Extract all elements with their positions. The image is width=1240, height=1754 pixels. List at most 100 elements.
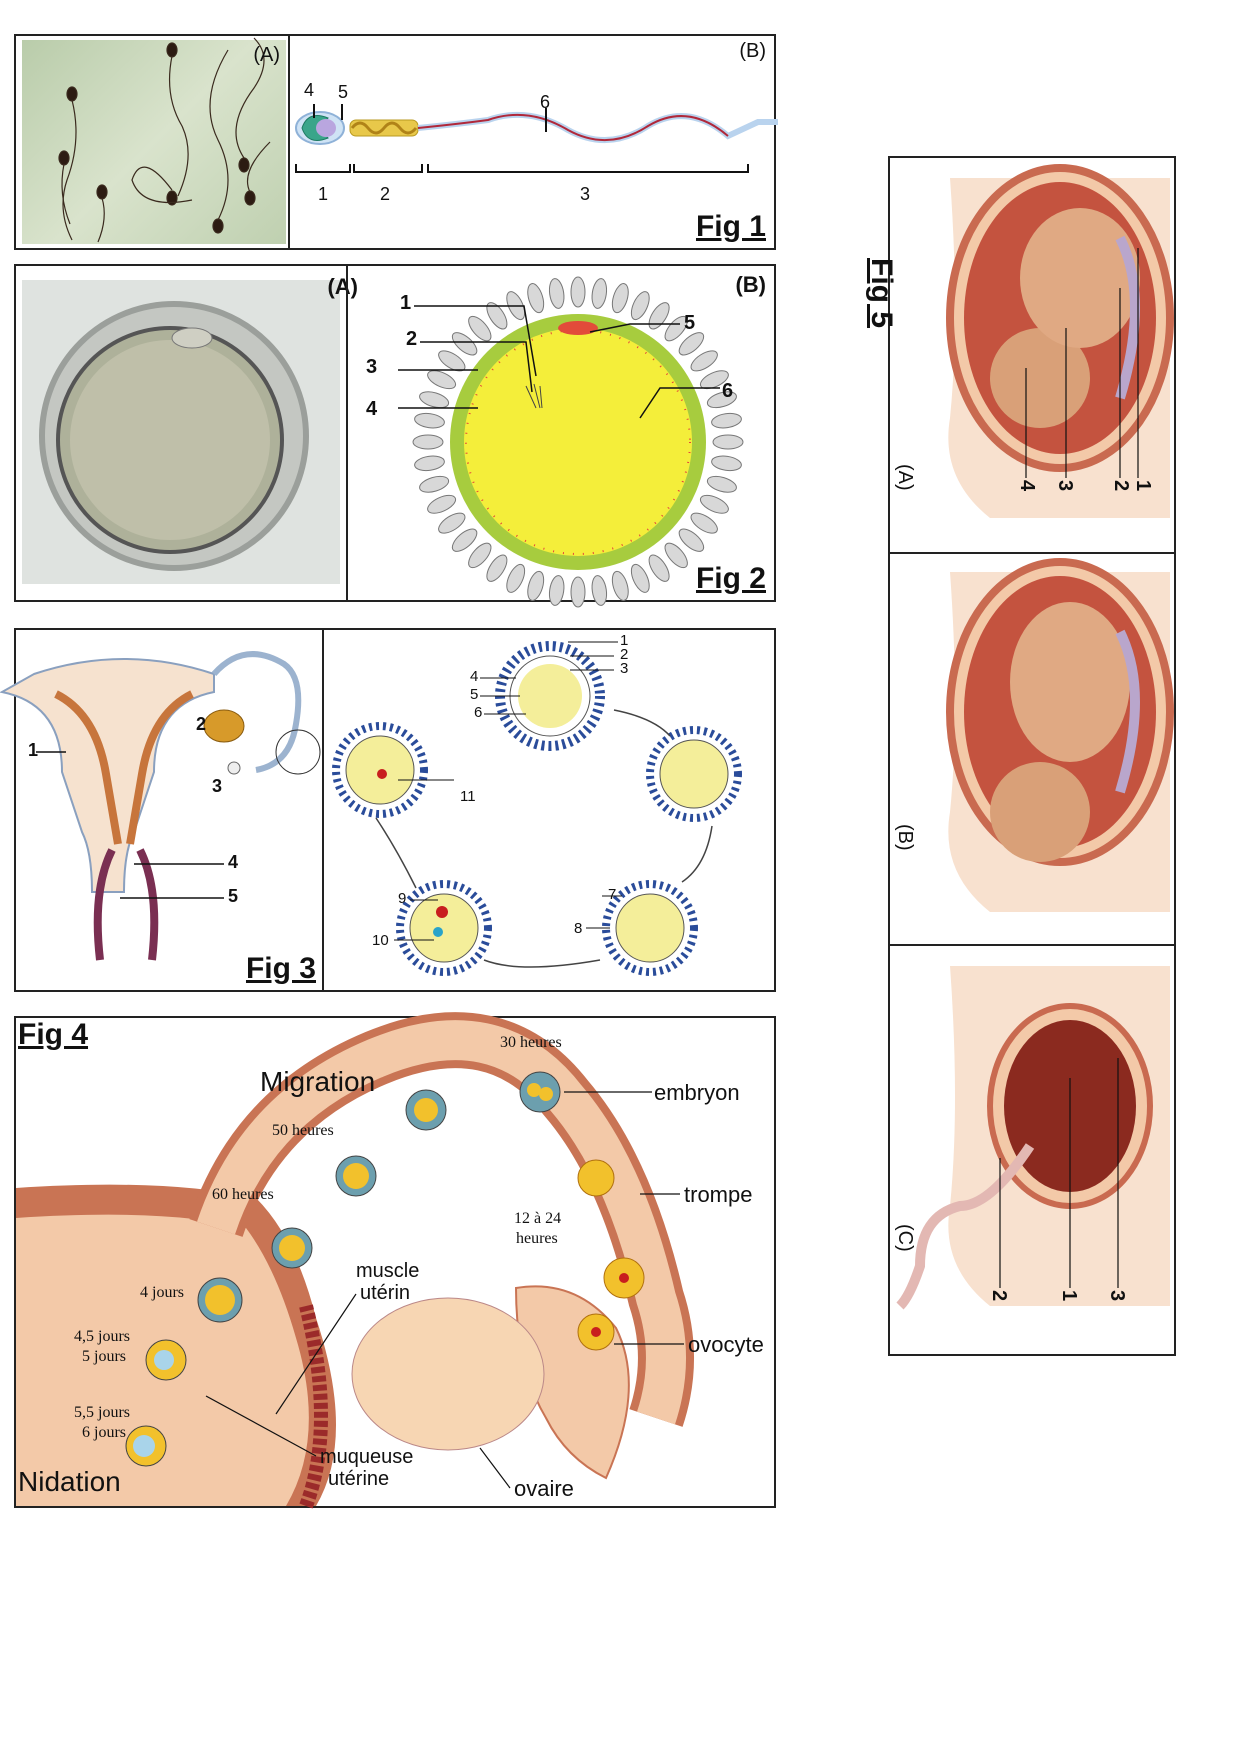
- fig3-title: Fig 3: [245, 952, 316, 985]
- fig5-c-num-1: 1: [1058, 1290, 1080, 1302]
- fig4-45jours: 4,5 jours: [74, 1328, 130, 1345]
- fig3-left-num-5: 5: [228, 886, 239, 906]
- corona-cell: [699, 494, 729, 514]
- fig5-b-label: (B): [894, 824, 916, 851]
- fig1-num-3: 3: [580, 184, 591, 204]
- corona-cell: [548, 575, 565, 606]
- fig3-right-num-3: 3: [620, 660, 629, 677]
- migration-cells: [125, 1071, 645, 1467]
- fig1-b-label: (B): [739, 40, 766, 62]
- corona-cell: [706, 475, 737, 493]
- fig1-sperm-diagram: (B) 4 5 6 1 2 3 Fig 1: [292, 36, 778, 248]
- fig5-a-num-2: 2: [1110, 480, 1132, 492]
- fig1-photo-label: (A): [253, 44, 280, 66]
- fig4-nidation: Nidation: [18, 1466, 121, 1497]
- fig3-right-num-7: 7: [608, 886, 617, 903]
- cycle-cell-5: [332, 722, 428, 818]
- corona-cell: [414, 455, 445, 472]
- fig2-title: Fig 2: [695, 562, 766, 595]
- fig2-oocyte-diagram: (B) 1 2 3 4 5 6 Fig 2: [350, 266, 774, 608]
- corona-cell: [438, 350, 466, 372]
- fig4-ovaire: ovaire: [514, 1476, 574, 1501]
- fig2-num-5: 5: [684, 312, 696, 334]
- corona-cell: [678, 332, 705, 356]
- fertilization-cycle-drawing: [332, 641, 742, 976]
- corona-cell: [468, 315, 492, 342]
- fig3-right-num-8: 8: [574, 920, 583, 937]
- fig3-right-num-11: 11: [460, 788, 476, 805]
- fig4-30h: 30 heures: [500, 1034, 562, 1051]
- fig5-c-num-3: 3: [1106, 1290, 1128, 1302]
- corona-cell: [412, 434, 444, 450]
- fig2-photo-label: (A): [327, 274, 358, 299]
- fig4-55jours: 5,5 jours: [74, 1404, 130, 1421]
- corona-cell: [427, 494, 457, 514]
- fig5-panel: Fig 5 (A) (B) (C) 1 2 3 4 2 1 3: [865, 156, 1176, 1356]
- fig4-ovocyte: ovocyte: [688, 1332, 764, 1357]
- fig4-title: Fig 4: [18, 1018, 89, 1051]
- fig4-5jours: 5 jours: [82, 1348, 126, 1365]
- fig4-uterin: utérin: [360, 1282, 411, 1304]
- fig3-right-num-1: 1: [620, 632, 629, 649]
- fig5-title: Fig 5: [865, 258, 898, 329]
- fig4-50h: 50 heures: [272, 1122, 334, 1139]
- corona-cell: [630, 291, 650, 321]
- corona-cell: [706, 391, 737, 409]
- corona-cell: [711, 412, 742, 429]
- fig4-60h: 60 heures: [212, 1186, 274, 1203]
- fig4-uterine: utérine: [328, 1468, 390, 1490]
- oocyte-photo-drawing: [39, 301, 309, 571]
- fig3-left-num-1: 1: [28, 740, 39, 760]
- corona-cell: [570, 276, 586, 308]
- corona-cell: [591, 278, 608, 309]
- fig2-num-6: 6: [722, 380, 734, 402]
- migration-nidation-drawing: [16, 1012, 694, 1509]
- fig2-num-2: 2: [406, 328, 418, 350]
- fig3-right-num-4: 4: [470, 668, 479, 685]
- corona-cell: [699, 370, 729, 390]
- corona-cell: [527, 283, 545, 314]
- fig1-num-4: 4: [304, 80, 315, 100]
- fig1-panel: (A) (B) 4 5 6 1 2 3 Fig 1: [14, 34, 778, 250]
- fig4-12-24: 12 à 24: [514, 1210, 562, 1227]
- fig1-title: Fig 1: [695, 210, 766, 243]
- sperm-schematic: [295, 104, 778, 173]
- corona-cell: [712, 434, 744, 450]
- fig4-12-24-heures: heures: [516, 1230, 558, 1247]
- fig1-num-2: 2: [380, 184, 391, 204]
- fig3-right-num-5: 5: [470, 686, 479, 703]
- fig3-right-num-10: 10: [372, 932, 389, 949]
- corona-cell: [451, 332, 478, 356]
- fig3-left-num-4: 4: [228, 852, 239, 872]
- corona-cell: [591, 575, 608, 606]
- fig3-fertilization-cycle: 1 2 3 4 5 6 7 8 9 10 11: [324, 630, 774, 990]
- fig5-divider-1: [890, 552, 1174, 554]
- fig4-trompe: trompe: [684, 1182, 753, 1207]
- fig3-left-num-2: 2: [196, 714, 207, 734]
- fig4-embryon: embryon: [654, 1080, 740, 1105]
- corona-cell: [527, 570, 545, 601]
- corona-cell: [438, 512, 466, 534]
- fig5-a-num-3: 3: [1054, 480, 1076, 492]
- corona-cell: [690, 350, 718, 372]
- tract-drawing: [0, 651, 321, 961]
- oocyte-schematic: [398, 276, 744, 608]
- fig3-right-num-6: 6: [474, 704, 483, 721]
- fig5-a-num-4: 4: [1016, 480, 1038, 492]
- cycle-cell-3: [602, 880, 698, 976]
- corona-cell: [419, 391, 450, 409]
- pregnancy-c: [896, 966, 1170, 1310]
- corona-cell: [486, 302, 508, 330]
- fig3-panel: 1 2 3 4 5 Fig 3 1 2 3 4 5 6 7 8 9 10 11: [0, 628, 776, 992]
- corona-cell: [611, 570, 629, 601]
- fig4-6jours: 6 jours: [82, 1424, 126, 1441]
- fig2-photo-oocyte: (A): [22, 274, 358, 584]
- fig1-num-5: 5: [338, 82, 349, 102]
- fig2-panel: (A) (B) 1 2 3 4 5 6 Fig 2: [14, 264, 776, 608]
- fig4-muscle: muscle: [356, 1260, 420, 1282]
- corona-cell: [451, 528, 478, 552]
- fig4-migration: Migration: [260, 1066, 376, 1097]
- corona-radiata: [412, 276, 744, 608]
- corona-cell: [427, 370, 457, 390]
- pregnancy-a: [946, 164, 1174, 518]
